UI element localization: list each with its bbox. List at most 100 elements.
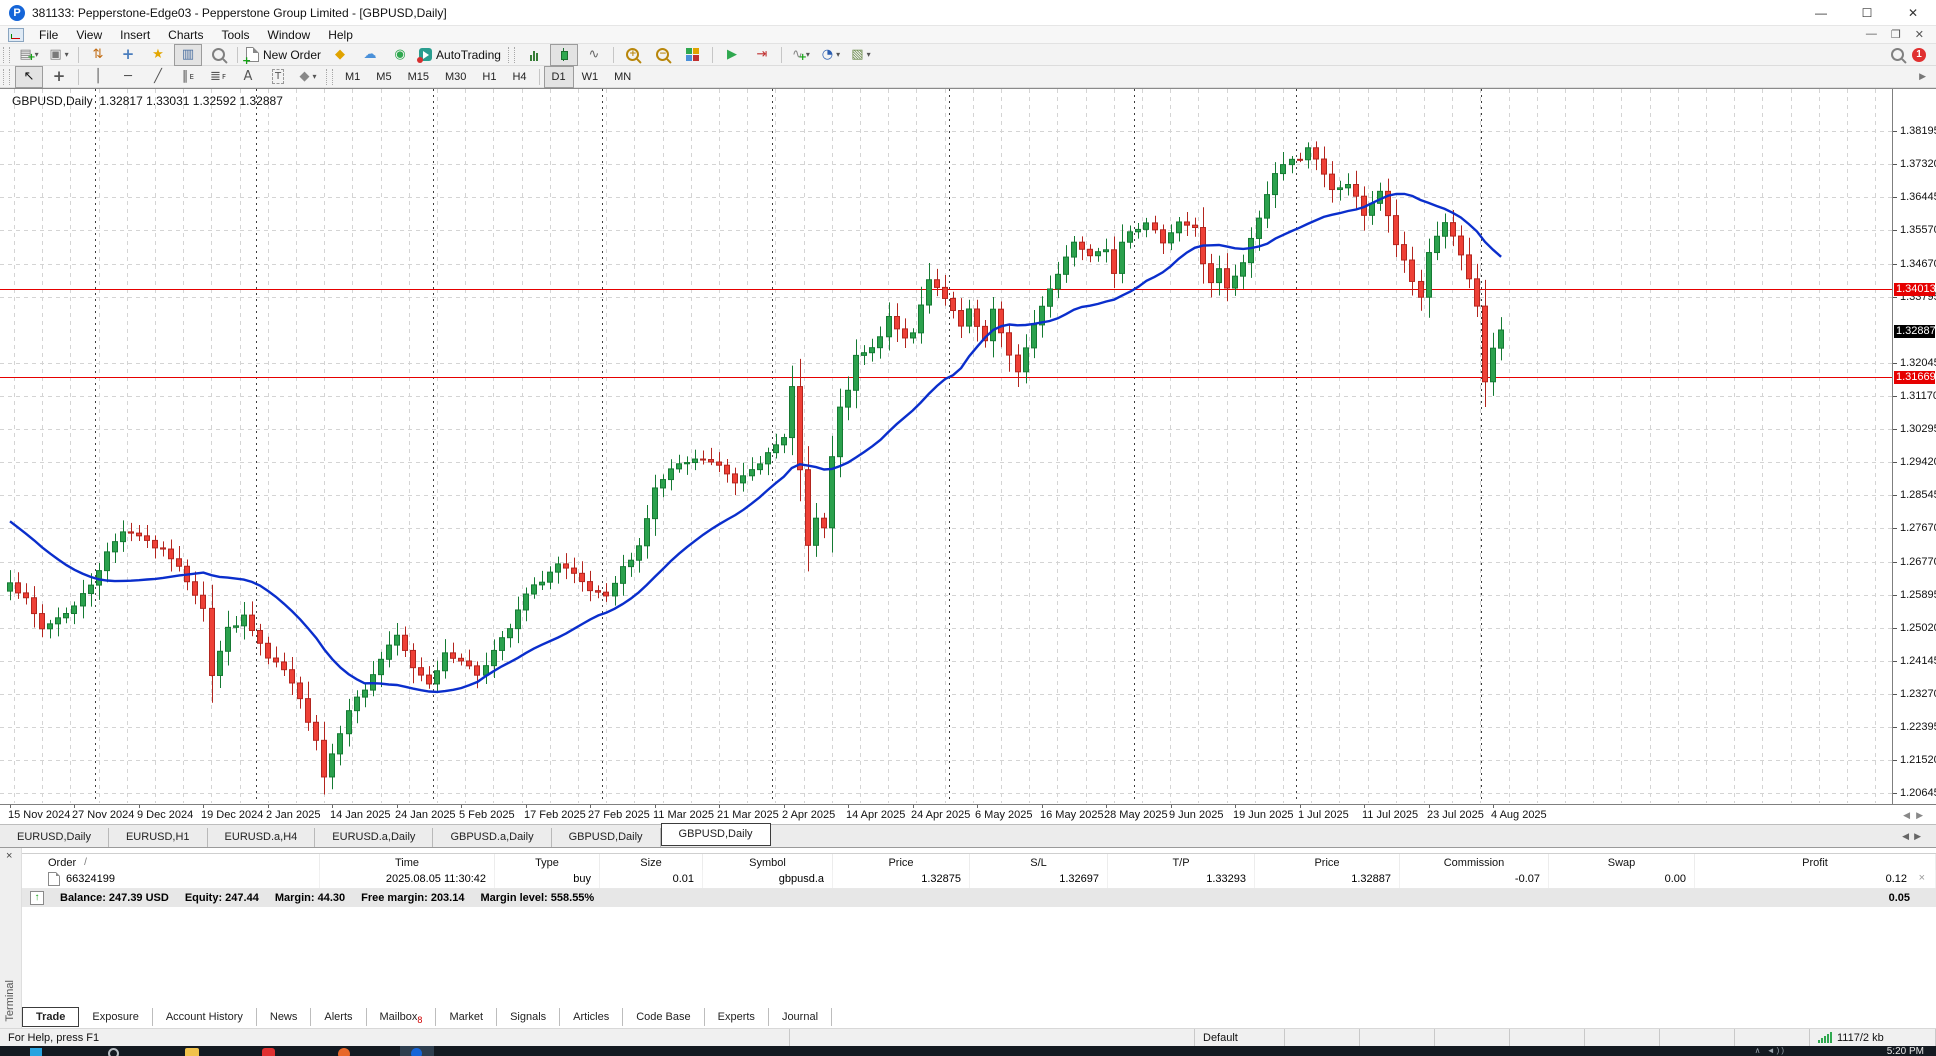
maximize-button[interactable]: ☐ <box>1844 0 1890 25</box>
timeframe-h1-button[interactable]: H1 <box>474 66 504 88</box>
timeframe-m5-button[interactable]: M5 <box>368 66 399 88</box>
auto-scroll-button[interactable]: ▶ <box>718 44 746 66</box>
column-header-swap[interactable]: Swap <box>1549 854 1695 871</box>
chart-window-icon[interactable] <box>8 28 24 42</box>
menu-window[interactable]: Window <box>259 28 320 42</box>
new-order-button[interactable]: +New Order <box>243 44 324 66</box>
order-row[interactable]: 663241992025.08.05 11:30:42buy0.01gbpusd… <box>22 870 1936 889</box>
terminal-tab-alerts[interactable]: Alerts <box>311 1008 366 1026</box>
profiles-button[interactable]: ▣▾ <box>45 44 73 66</box>
minimize-button[interactable]: — <box>1798 0 1844 25</box>
arrows-button[interactable]: ◆▾ <box>294 66 322 88</box>
zoom-out-button[interactable]: − <box>649 44 677 66</box>
date-axis-nav-arrows[interactable]: ◀▶ <box>1903 810 1929 821</box>
start-button-icon[interactable] <box>30 1048 42 1056</box>
search-icon[interactable] <box>108 1048 119 1056</box>
terminal-tab-news[interactable]: News <box>257 1008 312 1026</box>
cursor-button[interactable]: ↖ <box>15 66 43 88</box>
menu-view[interactable]: View <box>67 28 111 42</box>
mdi-minimize-button[interactable]: — <box>1866 28 1877 41</box>
timeframe-m30-button[interactable]: M30 <box>437 66 474 88</box>
trendline-button[interactable]: ╱ <box>144 66 172 88</box>
horizontal-line-button[interactable]: ─ <box>114 66 142 88</box>
date-axis[interactable]: ◀▶ 15 Nov 202427 Nov 20249 Dec 202419 De… <box>0 804 1936 824</box>
terminal-tab-account-history[interactable]: Account History <box>153 1008 257 1026</box>
terminal-tab-mailbox[interactable]: Mailbox8 <box>367 1008 437 1026</box>
terminal-close-icon[interactable]: × <box>6 851 12 862</box>
terminal-tab-articles[interactable]: Articles <box>560 1008 623 1026</box>
periods-button[interactable]: ◔▾ <box>817 44 845 66</box>
notification-badge[interactable]: 1 <box>1912 48 1926 62</box>
indicators-button[interactable]: ∿+▾ <box>787 44 815 66</box>
timeframe-m1-button[interactable]: M1 <box>337 66 368 88</box>
column-header-price[interactable]: Price <box>1255 854 1400 871</box>
column-header-time[interactable]: Time <box>320 854 495 871</box>
column-header-type[interactable]: Type <box>495 854 600 871</box>
system-tray-icons[interactable]: ∧ ◄)) <box>1755 1046 1786 1055</box>
chart-tabs-scroll-arrows[interactable]: ◀▶ <box>1902 831 1936 842</box>
timeframe-m15-button[interactable]: M15 <box>400 66 437 88</box>
column-header-commission[interactable]: Commission <box>1400 854 1549 871</box>
browser-icon[interactable] <box>338 1048 350 1056</box>
strategy-tester-button[interactable] <box>204 44 232 66</box>
mt4-taskbar-icon[interactable] <box>411 1048 422 1056</box>
terminal-tab-journal[interactable]: Journal <box>769 1008 832 1026</box>
new-chart-button[interactable]: ▤+▾ <box>15 44 43 66</box>
chart-canvas[interactable] <box>0 89 1892 804</box>
chart-tab-eurusd-a-daily[interactable]: EURUSD.a,Daily <box>315 828 433 847</box>
chart-tab-eurusd-daily[interactable]: EURUSD,Daily <box>0 828 109 847</box>
chart-tab-eurusd-a-h4[interactable]: EURUSD.a,H4 <box>208 828 316 847</box>
mt4-taskbar-highlight[interactable] <box>400 1046 434 1056</box>
menu-charts[interactable]: Charts <box>159 28 212 42</box>
column-header-t-p[interactable]: T/P <box>1108 854 1255 871</box>
templates-button[interactable]: ▧▾ <box>847 44 875 66</box>
menu-tools[interactable]: Tools <box>213 28 259 42</box>
chart-shift-button[interactable]: ⇥ <box>748 44 776 66</box>
line-chart-button[interactable]: ∿ <box>580 44 608 66</box>
crosshair-button[interactable]: + <box>45 66 73 88</box>
chart-tab-gbpusd-daily[interactable]: GBPUSD,Daily <box>552 828 661 847</box>
text-label-button[interactable]: T <box>264 66 292 88</box>
toolbar-overflow-chevron[interactable]: ▶ <box>1919 71 1926 82</box>
fibonacci-button[interactable]: ≣F <box>204 66 232 88</box>
column-header-price[interactable]: Price <box>833 854 970 871</box>
metaeditor-button[interactable]: ◆ <box>326 44 354 66</box>
navigator-button[interactable]: ★ <box>144 44 172 66</box>
close-button[interactable]: ✕ <box>1890 0 1936 25</box>
terminal-tab-experts[interactable]: Experts <box>705 1008 769 1026</box>
chart-tab-gbpusd-daily[interactable]: GBPUSD,Daily <box>661 823 771 846</box>
chart-tab-gbpusd-a-daily[interactable]: GBPUSD.a,Daily <box>433 828 551 847</box>
column-header-s-l[interactable]: S/L <box>970 854 1108 871</box>
timeframe-h4-button[interactable]: H4 <box>504 66 534 88</box>
zoom-in-button[interactable]: + <box>619 44 647 66</box>
terminal-tab-exposure[interactable]: Exposure <box>79 1008 152 1026</box>
column-header-profit[interactable]: Profit <box>1695 854 1936 871</box>
terminal-button[interactable]: ▥ <box>174 44 202 66</box>
timeframe-mn-button[interactable]: MN <box>606 66 639 88</box>
terminal-tab-trade[interactable]: Trade <box>22 1007 79 1027</box>
red-app-icon[interactable] <box>262 1048 275 1056</box>
menu-insert[interactable]: Insert <box>111 28 159 42</box>
menu-file[interactable]: File <box>30 28 67 42</box>
terminal-tab-code-base[interactable]: Code Base <box>623 1008 704 1026</box>
status-profile[interactable]: Default <box>1195 1029 1285 1046</box>
vertical-line-button[interactable]: │ <box>84 66 112 88</box>
chart-tab-eurusd-h1[interactable]: EURUSD,H1 <box>109 828 208 847</box>
tile-windows-button[interactable] <box>679 44 707 66</box>
column-header-symbol[interactable]: Symbol <box>703 854 833 871</box>
publish-button[interactable]: ☁ <box>356 44 384 66</box>
data-window-button[interactable]: + <box>114 44 142 66</box>
market-watch-button[interactable]: ⇅ <box>84 44 112 66</box>
terminal-tab-signals[interactable]: Signals <box>497 1008 560 1026</box>
file-explorer-icon[interactable] <box>185 1048 199 1056</box>
text-button[interactable]: A <box>234 66 262 88</box>
community-button[interactable]: ◉ <box>386 44 414 66</box>
menu-help[interactable]: Help <box>319 28 362 42</box>
mdi-restore-button[interactable]: ❐ <box>1891 28 1901 41</box>
bar-chart-button[interactable] <box>520 44 548 66</box>
equidistant-channel-button[interactable]: ∥E <box>174 66 202 88</box>
terminal-tab-market[interactable]: Market <box>436 1008 497 1026</box>
column-header-size[interactable]: Size <box>600 854 703 871</box>
candlestick-button[interactable] <box>550 44 578 66</box>
autotrading-button[interactable]: AutoTrading <box>416 44 504 66</box>
